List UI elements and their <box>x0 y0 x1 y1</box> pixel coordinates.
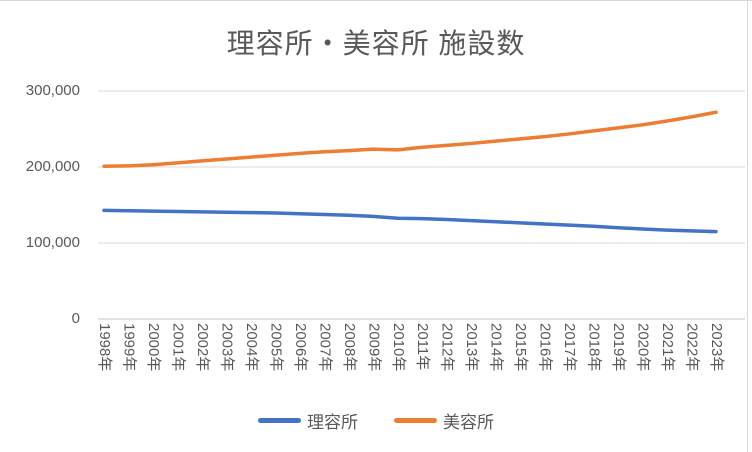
x-tick-label: 2011年 <box>414 323 432 371</box>
x-tick-label: 2021年 <box>659 323 677 372</box>
series-line-理容所 <box>102 208 718 234</box>
x-tick-label: 2004年 <box>242 323 260 372</box>
y-tick-label: 300,000 <box>25 82 80 99</box>
y-tick-label: 0 <box>71 310 80 327</box>
x-tick-label: 2008年 <box>340 323 358 372</box>
y-tick-label: 200,000 <box>25 158 80 175</box>
x-tick-label: 2003年 <box>218 323 236 372</box>
x-tick-label: 2002年 <box>193 323 211 372</box>
chart-border-top <box>0 0 752 1</box>
x-tick-label: 2001年 <box>169 323 187 372</box>
x-tick-label: 2014年 <box>487 323 505 372</box>
legend-line-swatch-blue <box>258 418 301 423</box>
chart-title: 理容所・美容所 施設数 <box>226 28 526 59</box>
x-tick-label: 2022年 <box>683 323 701 372</box>
legend-item-beauty-salon: 美容所 <box>394 408 494 433</box>
chart-border-right <box>747 0 748 452</box>
x-tick-label: 1998年 <box>96 323 113 372</box>
x-tick-label: 2000年 <box>144 323 162 372</box>
x-tick-label: 2007年 <box>316 323 334 372</box>
x-tick-label: 1999年 <box>120 323 138 372</box>
legend-line-swatch-orange <box>394 418 437 423</box>
x-tick-label: 2006年 <box>291 323 309 372</box>
x-tick-label: 2023年 <box>708 323 725 372</box>
legend-label-barbershop: 理容所 <box>307 413 358 432</box>
series-line-美容所 <box>102 110 718 168</box>
x-tick-label: 2016年 <box>536 323 554 372</box>
x-tick-label: 2020年 <box>634 323 652 372</box>
x-tick-label: 2009年 <box>365 323 383 372</box>
x-tick-label: 2015年 <box>512 323 530 372</box>
y-tick-label: 100,000 <box>25 234 80 251</box>
x-tick-label: 2012年 <box>438 323 456 372</box>
legend-label-beauty-salon: 美容所 <box>443 413 494 432</box>
x-tick-label: 2013年 <box>463 323 481 372</box>
x-tick-label: 2018年 <box>585 323 603 372</box>
x-tick-label: 2005年 <box>267 323 285 372</box>
legend: 理容所 美容所 <box>0 408 752 433</box>
legend-item-barbershop: 理容所 <box>258 408 358 433</box>
x-tick-label: 2010年 <box>389 323 407 372</box>
x-tick-label: 2019年 <box>610 323 628 372</box>
x-tick-label: 2017年 <box>561 323 579 372</box>
